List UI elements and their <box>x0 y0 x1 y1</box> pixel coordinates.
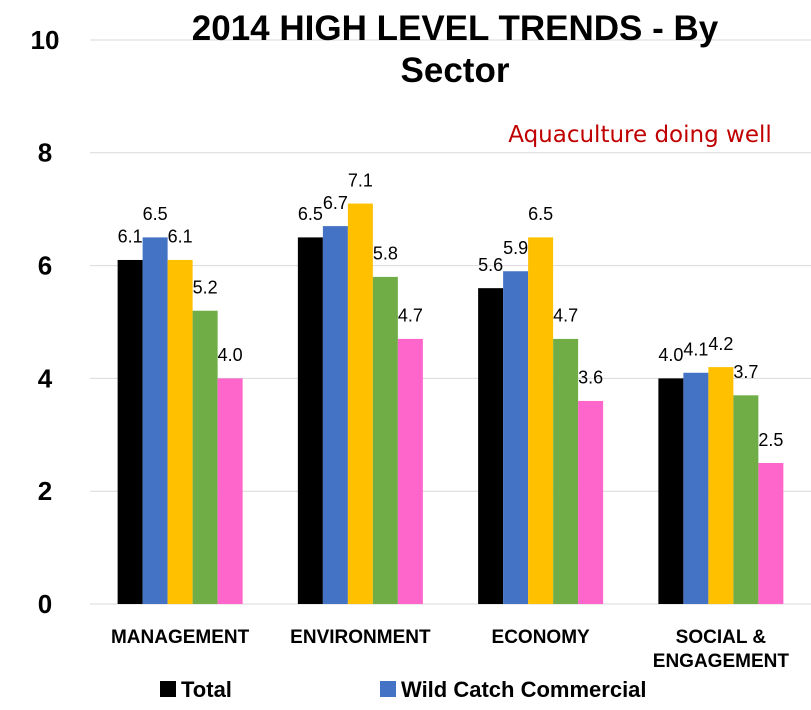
data-label: 4.0 <box>218 345 243 365</box>
data-label: 6.5 <box>528 204 553 224</box>
bar <box>347 203 373 604</box>
bar <box>503 271 529 604</box>
bar <box>397 338 423 604</box>
data-label: 6.5 <box>298 204 323 224</box>
bar <box>578 400 604 604</box>
bar <box>322 226 348 604</box>
bar <box>297 237 323 604</box>
data-label: 6.5 <box>143 204 168 224</box>
legend-swatch <box>160 681 176 697</box>
data-label: 6.1 <box>118 227 143 247</box>
data-label: 6.1 <box>168 227 193 247</box>
bar <box>192 310 218 604</box>
data-label: 4.7 <box>398 306 423 326</box>
y-tick-label: 10 <box>31 25 60 55</box>
bar <box>758 463 784 604</box>
chart-title: 2014 HIGH LEVEL TRENDS - By Sector <box>191 9 719 90</box>
data-label: 4.2 <box>708 334 733 354</box>
data-label: 7.1 <box>348 170 373 190</box>
data-label: 3.7 <box>733 362 758 382</box>
bar <box>217 378 243 604</box>
legend-swatch <box>380 681 396 697</box>
data-label: 5.9 <box>503 238 528 258</box>
legend-label: Total <box>181 677 232 702</box>
x-tick-label: ENVIRONMENT <box>290 627 431 648</box>
x-tick-label: ECONOMY <box>491 627 590 648</box>
bar <box>658 378 684 604</box>
data-label: 2.5 <box>758 430 783 450</box>
y-tick-label: 8 <box>38 138 52 168</box>
bar <box>528 237 554 604</box>
bar <box>553 338 579 604</box>
y-tick-label: 0 <box>38 589 52 619</box>
data-label: 4.1 <box>683 340 708 360</box>
data-label: 3.6 <box>578 368 603 388</box>
data-label: 4.0 <box>658 345 683 365</box>
data-label: 4.7 <box>553 306 578 326</box>
bar <box>167 259 193 604</box>
data-label: 5.8 <box>373 244 398 264</box>
legend-label: Wild Catch Commercial <box>401 677 647 702</box>
bar <box>142 237 168 604</box>
bar <box>478 288 504 604</box>
data-label: 5.2 <box>193 277 218 297</box>
bar <box>733 395 759 604</box>
data-label: 6.7 <box>323 193 348 213</box>
bar <box>708 367 734 604</box>
bar <box>117 259 143 604</box>
x-tick-label: SOCIAL & ENGAGEMENT <box>652 627 789 672</box>
bar <box>683 372 709 604</box>
y-tick-label: 4 <box>38 363 53 393</box>
y-tick-label: 2 <box>38 476 52 506</box>
data-label: 5.6 <box>478 255 503 275</box>
y-tick-label: 6 <box>38 250 52 280</box>
annotation: Aquaculture doing well <box>508 122 772 148</box>
x-tick-label: MANAGEMENT <box>110 627 250 648</box>
bar <box>372 276 398 604</box>
